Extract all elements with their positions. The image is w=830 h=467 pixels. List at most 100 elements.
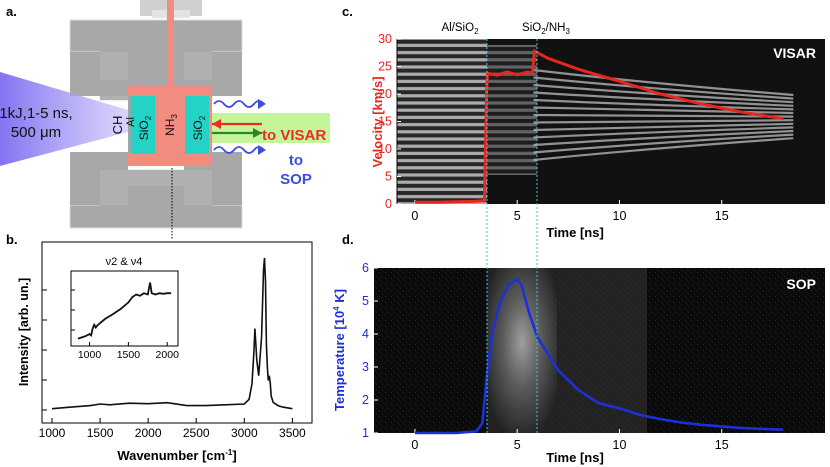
sio2-left-window	[131, 96, 155, 154]
visar-xtick-label: 10	[613, 209, 627, 223]
visar-fringe-line	[533, 83, 794, 104]
sop-image-label: SOP	[786, 276, 816, 292]
raman-inset-line	[77, 282, 172, 340]
visar-fringe-line	[533, 98, 794, 111]
inset-xtick-label: 1000	[78, 349, 102, 361]
gas-channel	[167, 0, 174, 90]
visar-ytick-label: 25	[378, 60, 392, 74]
layer-nh3-label: NH3	[163, 114, 179, 136]
raman-xtick-label: 3500	[279, 426, 306, 440]
visar-fringe-line	[533, 133, 794, 154]
visar-arrowhead-red	[212, 119, 221, 129]
visar-ytick-label: 0	[385, 197, 392, 211]
left-anvil	[70, 52, 128, 96]
interface-al-sio2-label: Al/SiO2	[441, 22, 479, 36]
visar-ytick-label: 10	[378, 142, 392, 156]
inset-xtick-label: 2000	[156, 349, 180, 361]
sop-wave-top	[213, 100, 265, 108]
sop-xtick-label: 10	[613, 438, 627, 452]
visar-xtick-label: 5	[514, 209, 521, 223]
visar-xtick-label: 15	[715, 209, 729, 223]
panel-b-raman: b. 1000 1500 2000 2500 3000 3500 Intensity [a…	[6, 232, 313, 463]
visar-fringe-line	[533, 122, 794, 132]
raman-xtick-label: 2500	[183, 426, 210, 440]
panel-d-label: d.	[342, 232, 354, 247]
raman-axis-ticks: 1000 1500 2000 2500 3000 3500	[39, 289, 306, 440]
visar-ytick-label: 20	[378, 87, 392, 101]
interface-sio2-nh3-label: SiO2/NH3	[522, 22, 570, 36]
visar-fringe-line	[533, 119, 794, 124]
al-layer	[128, 96, 131, 154]
bottom-anvil-step	[100, 170, 212, 205]
sop-ytick-label: 3	[362, 360, 369, 374]
sop-xtick-label: 5	[514, 438, 521, 452]
raman-inset-ticks: 1000 1500 2000	[71, 289, 180, 361]
visar-arrowhead-green	[253, 128, 262, 138]
sop-xtick-label: 15	[715, 438, 729, 452]
sop-temperature-line	[414, 277, 784, 435]
raman-plot-area	[41, 241, 313, 424]
layer-al-label: Al	[125, 117, 137, 127]
sop-xlabel: Time [ns]	[546, 450, 604, 465]
raman-xtick-label: 3000	[231, 426, 258, 440]
visar-ytick-label: 30	[378, 32, 392, 46]
raman-ylabel: Intensity [arb. un.]	[17, 278, 31, 386]
sop-glow-tail	[557, 268, 647, 433]
layer-sio2-right-label: SiO2	[191, 115, 207, 140]
laser-beam	[0, 72, 128, 166]
visar-ytick-label: 5	[385, 170, 392, 184]
sop-wave-top-head	[258, 99, 266, 109]
to-visar-label: to VISAR	[262, 127, 326, 144]
raman-spectrum-line	[51, 257, 293, 410]
layer-ch-label: CH	[110, 116, 125, 135]
sio2-right-window	[185, 96, 209, 154]
visar-fringe-line	[533, 137, 794, 162]
sop-ylabel: Temperature [104 K]	[332, 289, 347, 411]
raman-xtick-label: 1500	[87, 426, 114, 440]
visar-fringes-shocked	[533, 68, 794, 162]
visar-fringe-line	[533, 68, 794, 97]
visar-image-label: VISAR	[773, 45, 816, 61]
visar-velocity-line	[414, 48, 784, 204]
panel-b-label: b.	[6, 232, 18, 247]
sop-ytick-label: 4	[362, 327, 369, 341]
visar-axis-ticks: 0 5 10 15 20 25 30 0 5 10 15	[378, 32, 729, 223]
visar-fringe-line	[533, 106, 794, 115]
visar-fringe-line	[533, 126, 794, 139]
panel-a-schematic: a. 1kJ,1-5 ns, 500 μm CH Al SiO2 NH3 SiO…	[0, 0, 330, 240]
visar-fringes-unshocked	[397, 39, 487, 204]
sop-ytick-label: 5	[362, 294, 369, 308]
raman-inset-title: ν2 & ν4	[106, 256, 143, 268]
sop-wave-bottom-head	[258, 145, 266, 155]
right-anvil	[184, 52, 242, 96]
panel-c-visar: c. Al/SiO2 SiO2/NH3 VISAR 0 5 10 15 20 25 30 0 5…	[342, 4, 825, 240]
raman-xtick-label: 1000	[39, 426, 66, 440]
to-sop-line2: SOP	[280, 171, 312, 188]
visar-xlabel: Time [ns]	[546, 225, 604, 240]
left-anvil-lower	[70, 152, 128, 205]
sop-ytick-label: 2	[362, 393, 369, 407]
raman-xtick-label: 2000	[135, 426, 162, 440]
panel-a-label: a.	[6, 4, 17, 19]
visar-beam	[212, 113, 330, 143]
sop-axis-ticks: 1 2 3 4 5 6 0 5 10 15	[362, 261, 729, 452]
visar-fringe-line	[533, 91, 794, 107]
sop-wave-bottom	[213, 146, 265, 154]
panel-c-label: c.	[342, 4, 353, 19]
visar-fringes-window	[487, 45, 537, 175]
raman-xlabel: Wavenumber [cm-1]	[117, 448, 236, 463]
sop-ytick-label: 6	[362, 261, 369, 275]
sop-xtick-label: 0	[411, 438, 418, 452]
inset-xtick-label: 1500	[117, 349, 141, 361]
visar-ylabel: Velocity [km/s]	[370, 76, 385, 167]
visar-fringe-line	[533, 113, 794, 118]
visar-fringe-line	[533, 76, 794, 100]
laser-label-line1: 1kJ,1-5 ns,	[0, 105, 73, 122]
sop-ytick-label: 1	[362, 426, 369, 440]
laser-label-line2: 500 μm	[11, 124, 61, 141]
visar-xtick-label: 0	[411, 209, 418, 223]
layer-sio2-left-label: SiO2	[137, 115, 153, 140]
visar-ytick-label: 15	[378, 115, 392, 129]
